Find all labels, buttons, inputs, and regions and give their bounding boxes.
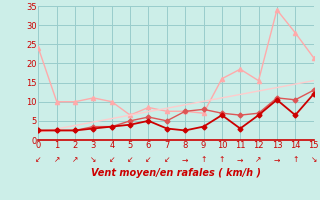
- Text: →: →: [274, 155, 280, 164]
- Text: ↙: ↙: [35, 155, 42, 164]
- Text: →: →: [182, 155, 188, 164]
- Text: ↑: ↑: [219, 155, 225, 164]
- Text: ↙: ↙: [164, 155, 170, 164]
- Text: ↑: ↑: [292, 155, 299, 164]
- Text: ↗: ↗: [255, 155, 262, 164]
- Text: ↙: ↙: [145, 155, 152, 164]
- Text: →: →: [237, 155, 244, 164]
- Text: ↘: ↘: [310, 155, 317, 164]
- Text: ↑: ↑: [200, 155, 207, 164]
- Text: ↙: ↙: [127, 155, 133, 164]
- Text: ↙: ↙: [108, 155, 115, 164]
- Text: ↘: ↘: [90, 155, 97, 164]
- Text: ↗: ↗: [72, 155, 78, 164]
- X-axis label: Vent moyen/en rafales ( km/h ): Vent moyen/en rafales ( km/h ): [91, 168, 261, 178]
- Text: ↗: ↗: [53, 155, 60, 164]
